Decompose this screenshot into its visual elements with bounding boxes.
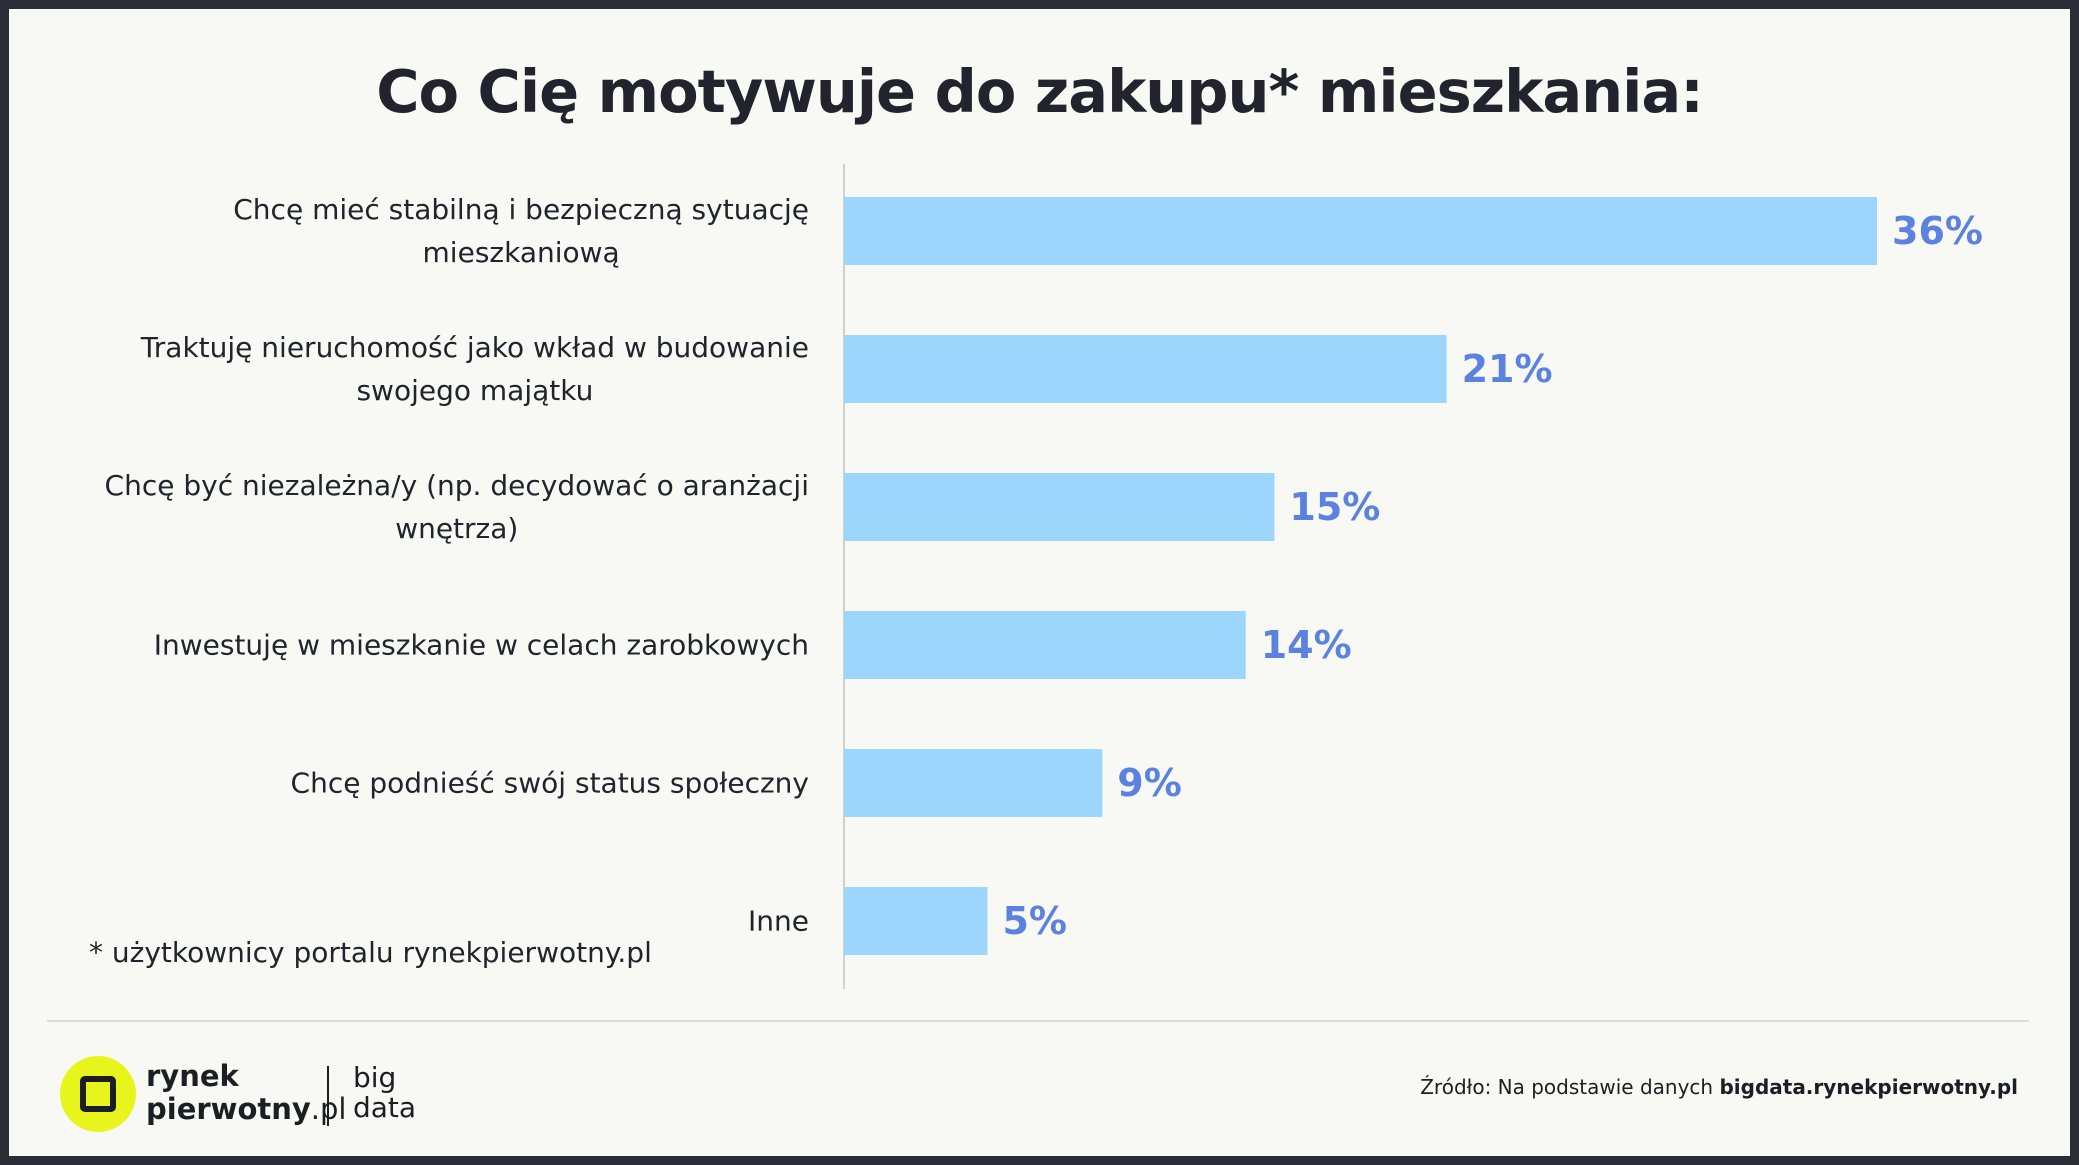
logo-text-big: big xyxy=(353,1061,397,1094)
category-label: Chcę być niezależna/y (np. decydować o a… xyxy=(105,469,809,545)
category-label-line: swojego majątku xyxy=(356,374,593,407)
bar xyxy=(844,749,1103,817)
category-label-line: Inwestuję w mieszkanie w celach zarobkow… xyxy=(154,629,809,662)
source-prefix: Źródło: Na podstawie danych xyxy=(1420,1075,1720,1099)
logo-icon xyxy=(60,1056,136,1132)
logo-separator xyxy=(327,1066,329,1126)
chart-frame: Co Cię motywuje do zakupu* mieszkania: 3… xyxy=(9,9,2070,1156)
value-label: 5% xyxy=(1002,899,1067,943)
bar xyxy=(844,887,988,955)
source-note: Źródło: Na podstawie danych bigdata.ryne… xyxy=(1420,1075,2018,1099)
bar xyxy=(844,335,1447,403)
value-label: 9% xyxy=(1117,761,1182,805)
category-label-line: Chcę podnieść swój status społeczny xyxy=(291,767,809,800)
category-label: Chcę podnieść swój status społeczny xyxy=(291,767,809,800)
bar-chart: 36% Chcę mieć stabilną i bezpieczną sytua… xyxy=(105,164,1983,989)
category-label-line: wnętrza) xyxy=(395,512,518,545)
value-label: 14% xyxy=(1261,623,1352,667)
bar xyxy=(844,611,1246,679)
value-label: 15% xyxy=(1289,485,1380,529)
footnote: * użytkownicy portalu rynekpierwotny.pl xyxy=(89,936,652,969)
bar xyxy=(844,197,1877,265)
category-label: Inwestuję w mieszkanie w celach zarobkow… xyxy=(154,629,809,662)
logo-text-pierwotny: pierwotny.pl xyxy=(146,1095,346,1124)
logo-text-rynek: rynek xyxy=(146,1059,239,1093)
footer-divider xyxy=(47,1020,2029,1022)
category-label-line: Chcę być niezależna/y (np. decydować o a… xyxy=(105,469,809,502)
logo-text-data: data xyxy=(353,1091,417,1124)
value-label: 21% xyxy=(1462,347,1553,391)
category-label-line: mieszkaniową xyxy=(423,236,620,269)
bar xyxy=(844,473,1275,541)
category-label: Inne xyxy=(748,905,809,938)
category-label-line: Chcę mieć stabilną i bezpieczną sytuację xyxy=(233,193,809,226)
value-label: 36% xyxy=(1892,209,1983,253)
chart-title: Co Cię motywuje do zakupu* mieszkania: xyxy=(376,57,1704,126)
category-label: Chcę mieć stabilną i bezpieczną sytuację… xyxy=(233,193,809,269)
category-label-line: Traktuję nieruchomość jako wkład w budow… xyxy=(140,331,809,364)
category-label: Traktuję nieruchomość jako wkład w budow… xyxy=(140,331,809,407)
category-label-line: Inne xyxy=(748,905,809,938)
source-link: bigdata.rynekpierwotny.pl xyxy=(1719,1075,2018,1099)
logo-text-pierwotny-main: pierwotny xyxy=(146,1092,311,1126)
